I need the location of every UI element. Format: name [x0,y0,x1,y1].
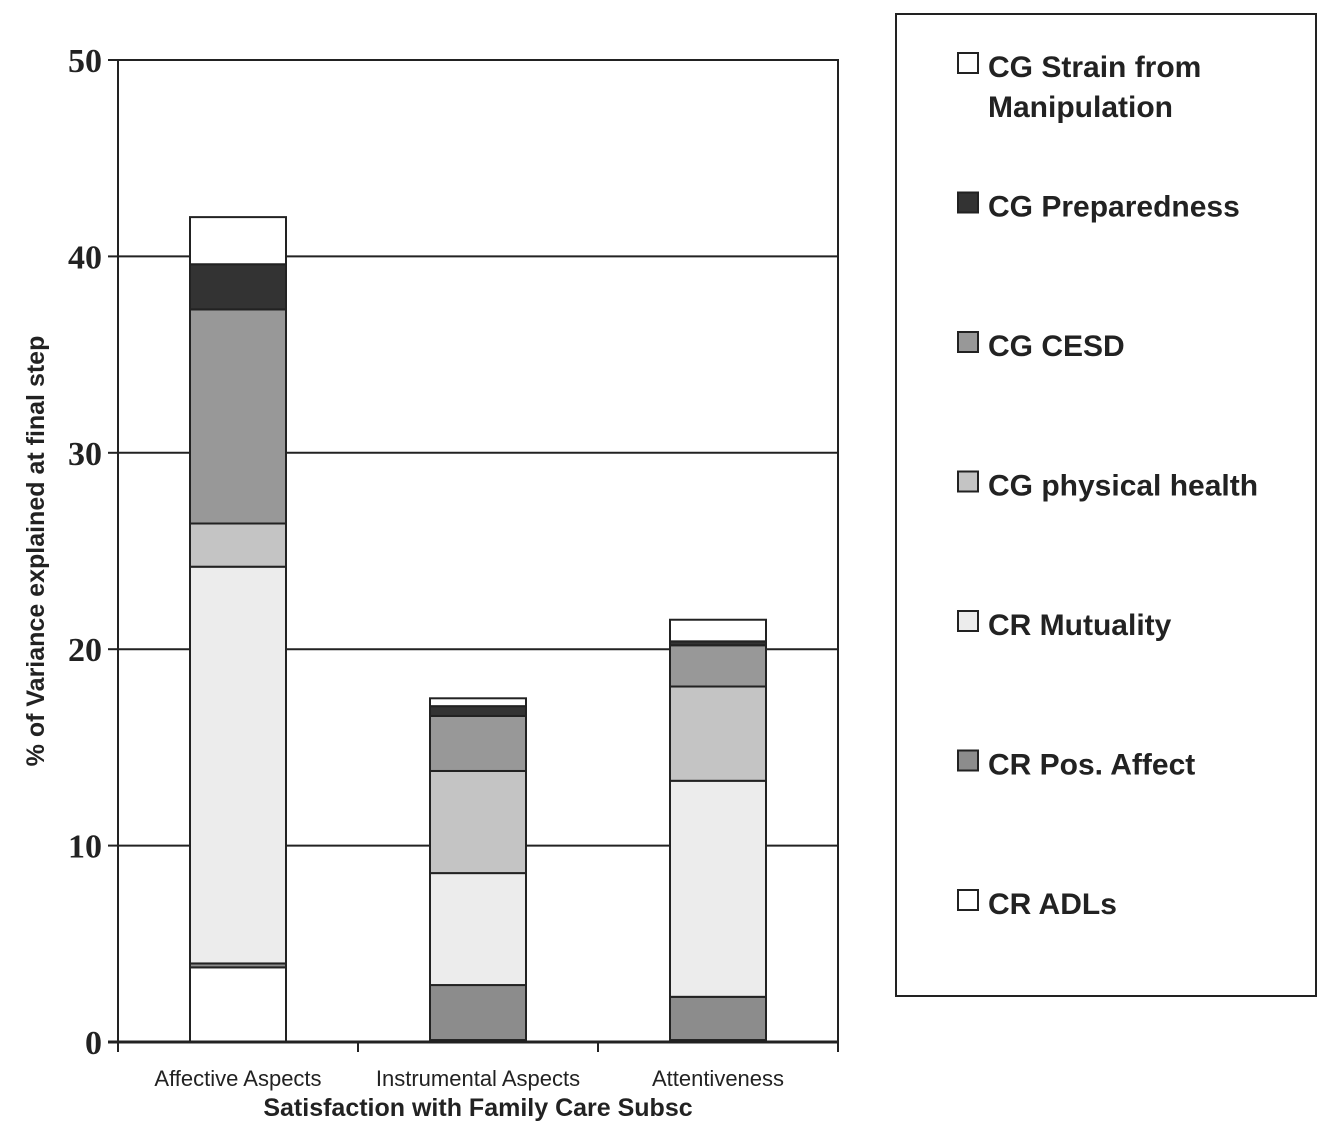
bar-segment [189,522,287,568]
legend-swatch [957,610,979,632]
bar-segment [189,263,287,311]
category-label: Attentiveness [652,1066,784,1091]
legend-item: CR ADLs [957,888,1117,921]
category-label: Instrumental Aspects [376,1066,580,1091]
legend-items: CG Strain from Manipulation CG Preparednes… [957,51,1258,921]
legend-frame [895,13,1317,997]
y-axis: 0 10 20 30 40 50 [68,43,118,1062]
legend-item: CG Strain from Manipulation [957,51,1201,124]
bar-stack [429,697,527,1044]
bar-segment [189,565,287,965]
legend-swatch [957,749,979,772]
legend: CG Strain from Manipulation CG Preparednes… [895,13,1317,997]
legend-swatch [957,52,979,74]
bar-segment [429,769,527,875]
bar-segment [429,705,527,717]
y-tick-label: 40 [68,239,102,276]
x-axis-title: Satisfaction with Family Care Subsc [263,1094,692,1122]
legend-label: CR Pos. Affect [988,749,1195,782]
bar-stack [669,618,767,1044]
bar-segment [669,995,767,1042]
legend-swatch [957,889,979,911]
legend-item: CG CESD [957,330,1125,363]
bars [189,216,767,1044]
bar-segment [669,685,767,782]
legend-label: CG Preparedness [988,191,1240,224]
bar-segment [189,966,287,1043]
y-tick-label: 30 [68,436,102,473]
bar-stack [189,216,287,1043]
legend-label: Manipulation [988,91,1173,124]
bar-segment [429,697,527,708]
legend-item: CG physical health [957,470,1258,503]
legend-label: CG physical health [988,470,1258,503]
bar-segment [429,984,527,1042]
bar-segment [669,644,767,688]
legend-label: CR Mutuality [988,609,1172,642]
bar-segment [189,216,287,266]
x-axis: Affective Aspects Instrumental Aspects Att… [108,1040,839,1091]
bar-segment [429,872,527,987]
legend-label: CG CESD [988,330,1125,363]
legend-item: CG Preparedness [957,191,1240,224]
legend-swatch [957,470,979,493]
y-axis-title: % of Variance explained at final step [22,336,50,767]
legend-label: CG Strain from [988,51,1201,84]
legend-item: CR Mutuality [957,609,1172,642]
y-tick-label: 50 [68,43,102,80]
y-tick-label: 0 [85,1025,102,1062]
bar-segment [669,779,767,998]
category-label: Affective Aspects [154,1066,321,1091]
legend-item: CR Pos. Affect [957,749,1195,782]
legend-swatch [957,191,979,214]
bar-segment [669,618,767,643]
plot-area: 0 10 20 30 40 50 Affective Aspects Instrumenta… [68,43,839,1091]
y-tick-label: 20 [68,632,102,669]
legend-label: CR ADLs [988,888,1117,921]
legend-swatch [957,331,979,353]
bar-segment [429,714,527,772]
y-tick-label: 10 [68,829,102,866]
bar-segment [189,308,287,525]
